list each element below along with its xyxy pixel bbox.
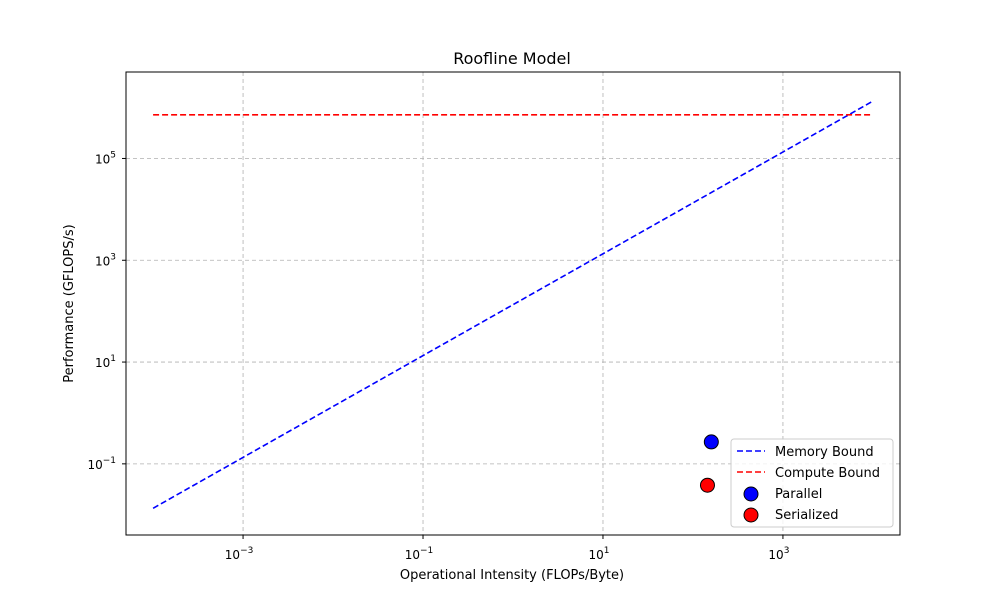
x-tick-label: 10−3 [225, 546, 254, 562]
x-tick-label: 10−1 [405, 546, 434, 562]
grid [126, 72, 900, 535]
y-tick-label-exponent: 5 [110, 150, 116, 160]
x-tick-label: 101 [588, 546, 609, 562]
memory-bound-line [152, 100, 874, 509]
y-tick-label: 103 [95, 252, 116, 268]
legend-parallel-label: Parallel [775, 487, 822, 502]
chart-title: Roofline Model [453, 49, 571, 68]
x-axis-label: Operational Intensity (FLOPs/Byte) [400, 568, 624, 583]
y-tick-label-base: 10 [95, 254, 110, 268]
legend-memory-bound-label: Memory Bound [775, 445, 874, 460]
legend-frame [730, 438, 894, 528]
x-tick-label-exponent: −1 [420, 546, 433, 556]
legend-serialized-label: Serialized [775, 508, 838, 523]
plot-frame [125, 71, 901, 536]
y-tick-label-base: 10 [87, 458, 102, 472]
x-tick-label-base: 10 [588, 548, 603, 562]
x-tick-label-exponent: −3 [240, 546, 253, 556]
legend-compute-bound-label: Compute Bound [775, 466, 880, 481]
x-tick-label-base: 10 [405, 548, 420, 562]
y-tick-label-base: 10 [95, 356, 110, 370]
x-tick-label: 103 [768, 546, 789, 562]
x-tick-label-exponent: 1 [604, 546, 610, 556]
y-tick-label-exponent: −1 [103, 456, 116, 466]
serialized-point [699, 477, 715, 493]
y-tick-label: 105 [95, 150, 116, 166]
y-axis-label: Performance (GFLOPS/s) [62, 224, 77, 382]
y-tick-label-base: 10 [95, 152, 110, 166]
y-tick-label-exponent: 1 [110, 354, 116, 364]
y-tick-label: 101 [95, 354, 116, 370]
y-tick-label: 10−1 [87, 456, 116, 472]
series-layer [152, 100, 874, 509]
x-tick-label-exponent: 3 [784, 546, 790, 556]
legend: Memory Bound Compute Bound Parallel Seriali… [730, 438, 894, 528]
legend-parallel-swatch [743, 486, 759, 502]
legend-serialized-swatch [743, 507, 759, 523]
x-tick-label-base: 10 [225, 548, 240, 562]
parallel-point [703, 434, 719, 450]
x-tick-label-base: 10 [768, 548, 783, 562]
y-tick-label-exponent: 3 [110, 252, 116, 262]
